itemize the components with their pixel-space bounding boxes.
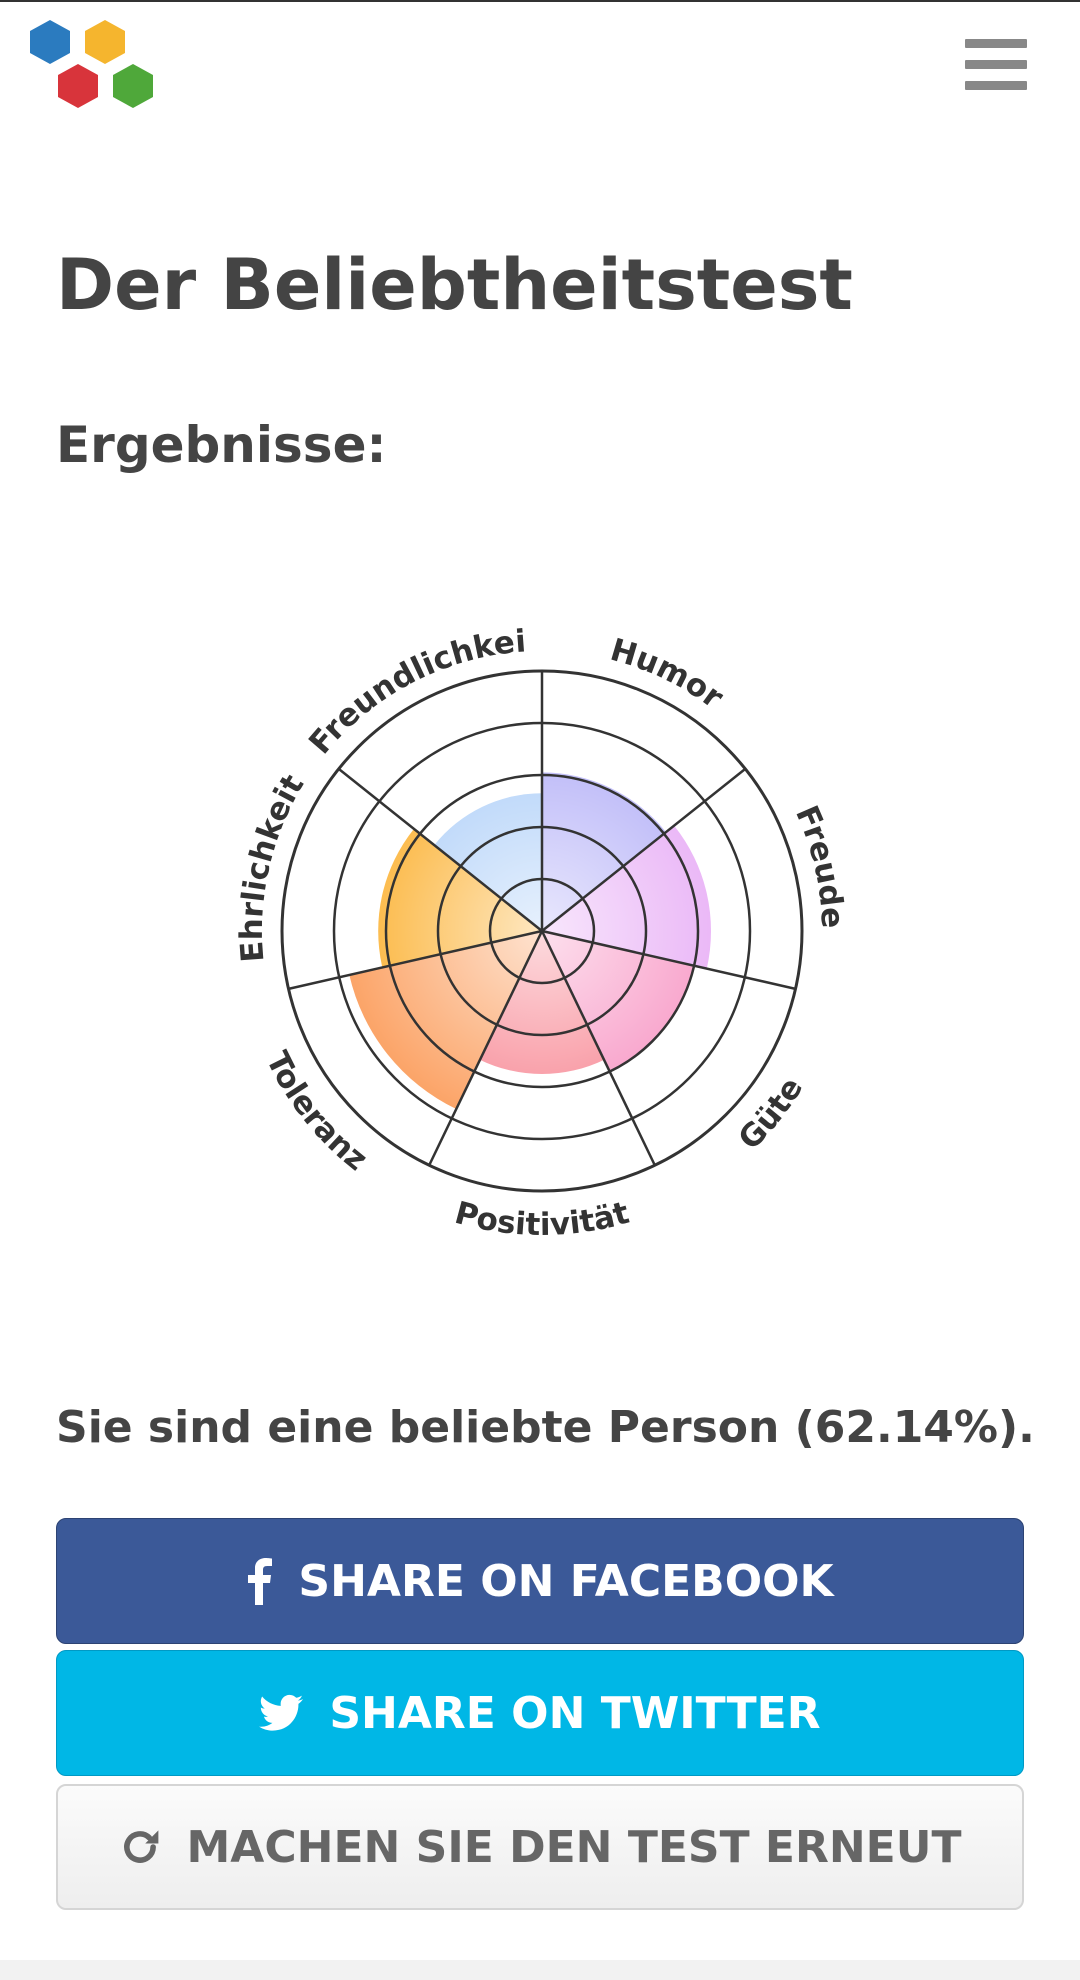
grid-spoke [337,767,543,932]
menu-bar [965,60,1027,69]
menu-bar [965,81,1027,90]
logo-hexagon-green [113,64,153,108]
facebook-icon [246,1557,273,1605]
hamburger-menu-icon[interactable] [960,36,1032,98]
top-border [0,0,1080,2]
chart-label-ehrlichkeit: Ehrlichkeit [234,768,311,963]
chart-label-positivitat: Positivität [451,1195,633,1243]
twitter-bird-icon [259,1694,304,1732]
share-facebook-button[interactable]: SHARE ON FACEBOOK [56,1518,1024,1644]
chart-label-freude: Freude [788,801,850,929]
result-text: Sie sind eine beliebte Person (62.14%). [56,1402,1035,1453]
grid-spoke [541,767,747,932]
share-twitter-button[interactable]: SHARE ON TWITTER [56,1650,1024,1776]
retake-test-button[interactable]: MACHEN SIE DEN TEST ERNEUT [56,1784,1024,1910]
grid-spoke [288,929,543,991]
menu-bar [965,39,1027,48]
logo-hexagon-blue [30,20,70,64]
polar-area-chart: HumorFreudeGütePositivitätToleranzEhrlic… [140,540,850,1243]
chart-label-gute: Güte [732,1071,811,1157]
share-twitter-label: SHARE ON TWITTER [329,1687,821,1739]
bottom-shade [0,1960,1080,1980]
grid-spoke [540,930,656,1166]
colored-hexagons-logo[interactable] [26,18,158,118]
share-facebook-label: SHARE ON FACEBOOK [298,1555,834,1607]
retake-test-label: MACHEN SIE DEN TEST ERNEUT [186,1821,962,1873]
refresh-icon [119,1826,161,1868]
results-heading: Ergebnisse: [56,416,387,474]
logo-hexagon-yellow [85,20,125,64]
page-title: Der Beliebtheitstest [56,244,853,326]
grid-spoke [428,930,544,1166]
chart-grid [280,669,804,1193]
logo-hexagon-red [58,64,98,108]
grid-spoke [541,929,796,991]
